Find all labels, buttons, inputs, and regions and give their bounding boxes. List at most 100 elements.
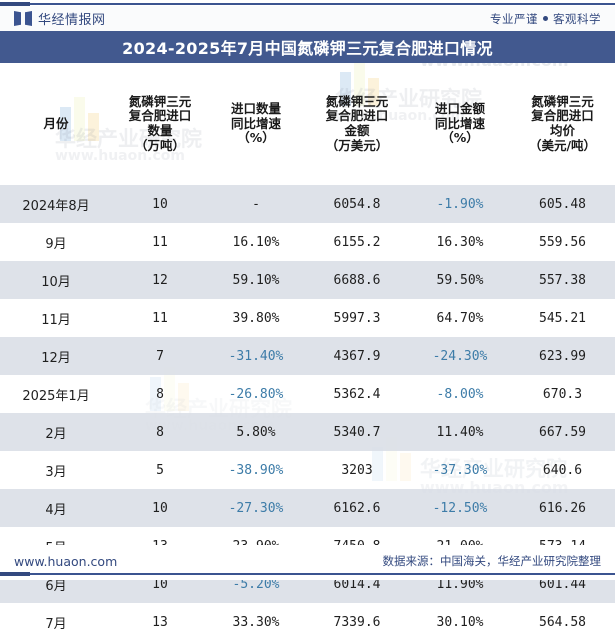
cell-qty: 7: [112, 337, 208, 375]
cell-amount: 6054.8: [304, 185, 410, 223]
cell-month: 7月: [0, 603, 112, 641]
table-header-row: 月份 氮磷钾三元 复合肥进口 数量 （万吨） 进口数量 同比增速 （%） 氮磷钾三元 复合肥进口金…: [0, 63, 615, 185]
cell-amount: 6162.6: [304, 489, 410, 527]
book-icon: [14, 11, 32, 26]
cell-price: 557.38: [510, 261, 615, 299]
cell-month: 12月: [0, 337, 112, 375]
cell-month: 10月: [0, 261, 112, 299]
column-header-line: 复合肥进口: [531, 108, 594, 124]
cell-qty: 8: [112, 413, 208, 451]
cell-price: 640.6: [510, 451, 615, 489]
cell-qty: 12: [112, 261, 208, 299]
column-header-line: 复合肥进口: [325, 108, 389, 124]
cell-qty_yoy: 39.80%: [208, 299, 304, 337]
brand-name: 华经情报网: [38, 13, 106, 28]
column-header-line: 氮磷钾三元: [325, 93, 389, 109]
column-header-line: （美元/吨）: [528, 137, 597, 153]
column-header-line: 同比增速: [434, 115, 485, 131]
cell-amt_yoy: 59.50%: [410, 261, 510, 299]
cell-amount: 3203: [304, 451, 410, 489]
column-header-line: 进口数量: [230, 100, 281, 116]
column-header-1: 月份: [0, 63, 112, 185]
table-row: 12月 7 -31.40% 4367.9 -24.30% 623.99: [0, 337, 615, 375]
cell-amt_yoy: -12.50%: [410, 489, 510, 527]
cell-amount: 7339.6: [304, 603, 410, 641]
cell-qty: 8: [112, 375, 208, 413]
cell-month: 9月: [0, 223, 112, 261]
cell-price: 670.3: [510, 375, 615, 413]
table-header: 月份 氮磷钾三元 复合肥进口 数量 （万吨） 进口数量 同比增速 （%） 氮磷钾三元 复合肥进口金…: [0, 63, 615, 185]
cell-amt_yoy: -24.30%: [410, 337, 510, 375]
column-header-line: 氮磷钾三元: [128, 93, 192, 109]
cell-qty: 13: [112, 603, 208, 641]
cell-amount: 6688.6: [304, 261, 410, 299]
table-row: 7月 13 33.30% 7339.6 30.10% 564.58: [0, 603, 615, 641]
bottom-divider: [0, 573, 615, 575]
footer-url[interactable]: www.huaon.com: [14, 553, 118, 569]
cell-amt_yoy: 30.10%: [410, 603, 510, 641]
column-header-line: 复合肥进口: [128, 108, 192, 124]
table-row: 9月 11 16.10% 6155.2 16.30% 559.56: [0, 223, 615, 261]
column-header-line: （%）: [237, 130, 275, 146]
top-divider: [0, 3, 615, 5]
cell-qty: 10: [112, 489, 208, 527]
cell-month: 2月: [0, 413, 112, 451]
cell-qty_yoy: -26.80%: [208, 375, 304, 413]
column-header-line: （万吨）: [134, 137, 185, 153]
cell-price: 605.48: [510, 185, 615, 223]
cell-month: 3月: [0, 451, 112, 489]
cell-amount: 4367.9: [304, 337, 410, 375]
table-row: 2024年8月 10-6054.8 -1.90% 605.48: [0, 185, 615, 223]
cell-qty_yoy: -31.40%: [208, 337, 304, 375]
footer-source-note: 数据来源：中国海关，华经产业研究院整理: [382, 554, 602, 568]
column-header-4: 氮磷钾三元 复合肥进口 金额 （万美元）: [304, 63, 410, 185]
cell-amt_yoy: -1.90%: [410, 185, 510, 223]
column-header-2: 氮磷钾三元 复合肥进口 数量 （万吨）: [112, 63, 208, 185]
column-header-line: 均价: [549, 123, 575, 138]
column-header-line: 氮磷钾三元: [531, 93, 594, 109]
cell-qty_yoy: 33.30%: [208, 603, 304, 641]
cell-qty_yoy: 59.10%: [208, 261, 304, 299]
column-header-line: 数量: [147, 123, 173, 138]
footer-bar: www.huaon.com 数据来源：中国海关，华经产业研究院整理: [0, 545, 615, 580]
cell-month: 11月: [0, 299, 112, 337]
cell-qty_yoy: -: [208, 185, 304, 223]
dot-separator-icon: [543, 16, 548, 21]
table-row: 3月 5 -38.90% 3203 -37.30% 640.6: [0, 451, 615, 489]
brand-tagline: 专业严谨 客观科学: [490, 11, 601, 27]
column-header-line: 进口金额: [434, 100, 485, 116]
title-band: 2024-2025年7月中国氮磷钾三元复合肥进口情况: [0, 31, 615, 63]
cell-amt_yoy: 64.70%: [410, 299, 510, 337]
cell-amount: 5362.4: [304, 375, 410, 413]
column-header-6: 氮磷钾三元 复合肥进口 均价 （美元/吨）: [510, 63, 615, 185]
cell-price: 667.59: [510, 413, 615, 451]
column-header-line: 同比增速: [230, 115, 281, 131]
top-divider-cap: [0, 2, 30, 6]
tagline-left: 专业严谨: [490, 11, 538, 26]
page-title: 2024-2025年7月中国氮磷钾三元复合肥进口情况: [122, 39, 493, 58]
cell-month: 2025年1月: [0, 375, 112, 413]
cell-amt_yoy: -37.30%: [410, 451, 510, 489]
cell-month: 4月: [0, 489, 112, 527]
cell-amt_yoy: -8.00%: [410, 375, 510, 413]
cell-amount: 6155.2: [304, 223, 410, 261]
column-header-line: （万美元）: [325, 137, 389, 153]
table-row: 10月 12 59.10% 6688.6 59.50% 557.38: [0, 261, 615, 299]
cell-price: 564.58: [510, 603, 615, 641]
table-row: 2月 8 5.80% 5340.7 11.40% 667.59: [0, 413, 615, 451]
cell-price: 616.26: [510, 489, 615, 527]
column-header-line: （%）: [441, 130, 479, 146]
cell-amount: 5340.7: [304, 413, 410, 451]
cell-qty: 5: [112, 451, 208, 489]
table-row: 11月 11 39.80% 5997.3 64.70% 545.21: [0, 299, 615, 337]
column-header-line: 金额: [344, 123, 370, 138]
cell-price: 559.56: [510, 223, 615, 261]
brand-logo-group[interactable]: 华经情报网: [14, 9, 106, 28]
cell-month: 2024年8月: [0, 185, 112, 223]
tagline-right: 客观科学: [553, 11, 601, 26]
column-header-line: 月份: [43, 115, 69, 131]
cell-qty_yoy: 5.80%: [208, 413, 304, 451]
cell-price: 545.21: [510, 299, 615, 337]
cell-qty: 11: [112, 299, 208, 337]
